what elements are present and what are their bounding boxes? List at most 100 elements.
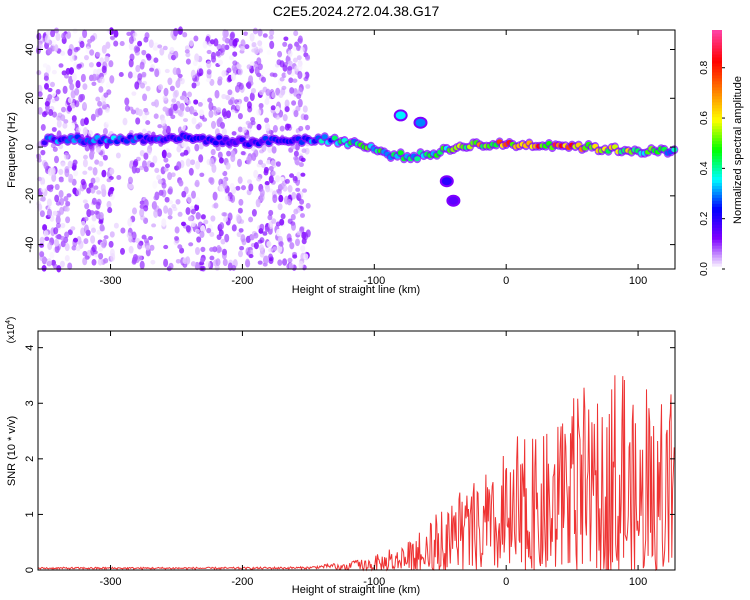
noise-speck	[67, 160, 73, 169]
noise-speck	[203, 219, 209, 225]
colorbar-segment	[712, 155, 722, 160]
noise-speck	[96, 229, 102, 235]
noise-speck	[53, 227, 59, 235]
noise-speck	[245, 156, 251, 165]
noise-speck	[300, 245, 306, 253]
noise-speck	[237, 158, 242, 168]
noise-speck	[188, 167, 194, 176]
y-tick-label: 1	[24, 511, 36, 517]
noise-speck	[37, 91, 43, 97]
y-tick-label: 3	[24, 400, 36, 406]
noise-speck	[58, 178, 64, 183]
noise-speck	[292, 176, 298, 182]
noise-speck	[128, 176, 133, 185]
noise-speck	[206, 69, 212, 75]
noise-speck	[165, 163, 170, 169]
noise-speck	[236, 63, 242, 69]
colorbar-segment	[712, 80, 722, 85]
noise-speck	[238, 82, 244, 90]
noise-speck	[284, 99, 290, 108]
noise-speck	[110, 252, 116, 262]
colorbar-segment	[712, 44, 722, 49]
noise-speck	[73, 170, 79, 177]
noise-speck	[267, 214, 273, 221]
noise-speck	[168, 107, 174, 116]
noise-speck	[251, 41, 257, 48]
noise-speck	[251, 87, 256, 94]
noise-speck	[153, 195, 159, 201]
noise-speck	[60, 50, 66, 56]
noise-speck	[287, 218, 293, 224]
noise-speck	[305, 124, 311, 131]
noise-speck	[109, 75, 115, 84]
noise-speck	[238, 228, 244, 233]
y-tick-label: 0	[24, 567, 36, 573]
colorbar-segment	[712, 68, 722, 73]
noise-speck	[194, 53, 200, 62]
noise-speck	[190, 159, 196, 166]
noise-speck	[231, 224, 237, 232]
noise-speck	[70, 226, 76, 231]
noise-speck	[284, 178, 290, 184]
noise-speck	[195, 160, 201, 170]
noise-speck	[96, 61, 102, 68]
noise-speck	[47, 87, 53, 93]
snr-panel	[37, 375, 675, 572]
noise-speck	[151, 101, 157, 107]
noise-speck	[259, 237, 265, 244]
noise-speck	[199, 172, 205, 177]
noise-speck	[264, 180, 270, 186]
noise-speck	[217, 246, 223, 253]
noise-speck	[40, 177, 46, 186]
colorbar-segment	[712, 62, 722, 67]
noise-speck	[184, 45, 190, 51]
noise-speck	[89, 49, 95, 56]
colorbar-segment	[712, 203, 722, 207]
noise-speck	[202, 40, 208, 49]
noise-speck	[226, 110, 231, 119]
noise-speck	[54, 194, 60, 203]
noise-speck	[120, 247, 125, 255]
spectrogram-ylabel: Frequency (Hz)	[6, 112, 18, 188]
colorbar-segment	[712, 188, 722, 192]
noise-speck	[80, 73, 86, 83]
noise-speck	[251, 209, 257, 217]
colorbar-segment	[712, 215, 722, 219]
noise-speck	[227, 89, 233, 96]
noise-speck	[237, 68, 243, 76]
noise-speck	[236, 101, 242, 110]
noise-speck	[128, 36, 134, 45]
colorbar-segment	[712, 83, 722, 88]
noise-speck	[200, 246, 206, 253]
noise-speck	[128, 245, 134, 254]
noise-speck	[237, 176, 243, 184]
noise-speck	[141, 234, 147, 240]
noise-speck	[144, 32, 150, 39]
x-tick-label: 100	[629, 275, 647, 287]
noise-speck	[143, 205, 149, 212]
noise-speck	[290, 213, 296, 221]
noise-speck	[88, 74, 94, 82]
noise-speck	[80, 178, 86, 186]
noise-speck	[249, 61, 255, 66]
noise-speck	[267, 145, 273, 154]
noise-speck	[42, 224, 48, 231]
noise-speck	[97, 107, 103, 116]
noise-speck	[67, 105, 73, 112]
noise-speck	[69, 82, 75, 91]
noise-speck	[90, 113, 96, 122]
noise-speck	[235, 85, 240, 93]
colorbar-label: Normalized spectral amplitude	[732, 76, 744, 224]
noise-speck	[256, 123, 262, 131]
noise-speck	[300, 157, 306, 162]
noise-speck	[297, 98, 303, 108]
noise-speck	[293, 109, 299, 118]
noise-speck	[281, 85, 287, 91]
colorbar-segment	[712, 35, 722, 40]
y-tick-label: 40	[24, 43, 36, 55]
noise-speck	[37, 43, 43, 50]
colorbar-segment	[712, 167, 722, 172]
noise-speck	[199, 230, 205, 239]
noise-speck	[303, 231, 308, 241]
noise-speck	[262, 33, 268, 38]
